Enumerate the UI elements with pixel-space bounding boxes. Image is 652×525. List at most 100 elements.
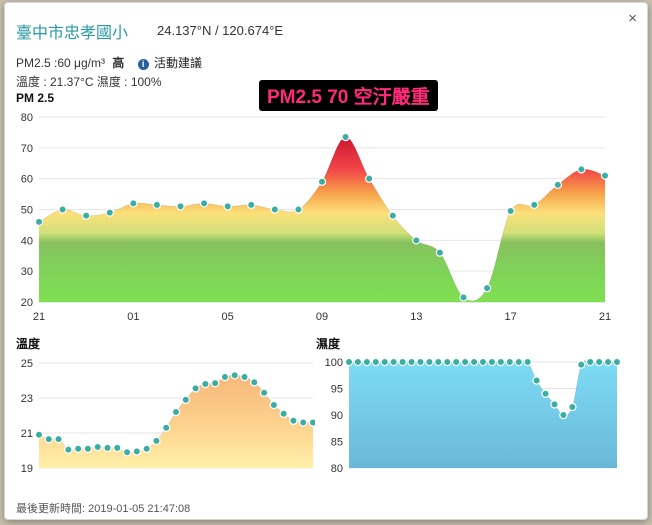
pm25-data-point <box>317 177 327 186</box>
pm25-x-tick-label: 09 <box>316 311 328 323</box>
pm25-chart: 20 30 40 50 60 70 80 21 01 05 09 13 17 21 <box>21 112 611 323</box>
humidity-data-point <box>425 357 434 367</box>
pm25-y-tick-label: 40 <box>21 235 33 247</box>
temperature-data-point <box>171 407 181 417</box>
humidity-data-point <box>532 376 541 385</box>
temperature-data-point <box>191 384 200 393</box>
pm25-data-point <box>223 202 232 211</box>
station-coordinates: 24.137°N / 120.674°E <box>157 23 284 38</box>
humidity-y-tick-label: 100 <box>325 357 343 369</box>
humidity-data-point <box>460 357 470 367</box>
humidity-data-point <box>353 357 363 367</box>
pm25-area <box>39 137 605 302</box>
temperature-data-point <box>54 434 63 444</box>
station-name: 臺中市忠孝國小 <box>16 25 129 42</box>
pm25-x-tick-label: 05 <box>222 311 234 323</box>
pm25-data-point <box>388 211 397 220</box>
humidity-data-point <box>416 357 425 367</box>
humidity-data-point <box>344 357 354 367</box>
temperature-y-tick-label: 23 <box>21 393 33 405</box>
humidity-y-tick-label: 80 <box>331 463 343 475</box>
temperature-data-point <box>73 444 83 453</box>
humidity-data-point <box>577 360 586 369</box>
info-icon[interactable]: i <box>137 59 149 70</box>
pm25-data-point <box>199 199 209 208</box>
humidity-data-point <box>380 357 389 367</box>
humidity-y-tick-label: 85 <box>331 437 343 449</box>
temperature-data-point <box>259 388 269 397</box>
pm25-x-tick-label: 01 <box>127 311 139 323</box>
temp-humidity-reading: 溫度 : 21.37°C 濕度 : 100% <box>16 75 162 89</box>
alert-banner: PM2.5 70 空汙嚴重 <box>259 80 438 111</box>
pm25-data-point <box>341 132 350 142</box>
temperature-data-point <box>122 448 132 457</box>
temperature-data-point <box>279 409 288 418</box>
temperature-data-point <box>83 444 93 453</box>
humidity-data-point <box>603 357 613 367</box>
temperature-data-point <box>308 418 315 427</box>
humidity-data-point <box>487 357 497 367</box>
pm25-data-point <box>247 200 256 210</box>
pm25-y-tick-label: 80 <box>21 112 33 124</box>
pm25-data-point <box>81 211 91 220</box>
temperature-data-point <box>181 395 190 404</box>
pm25-data-point <box>506 206 515 216</box>
humidity-y-tick-label: 95 <box>331 384 343 396</box>
humidity-data-point <box>398 357 407 367</box>
humidity-data-point <box>451 357 461 367</box>
pm25-data-point <box>482 283 492 293</box>
humidity-data-point <box>469 357 479 367</box>
humidity-data-point <box>550 400 559 409</box>
humidity-data-point <box>389 357 398 367</box>
pm25-y-tick-label: 50 <box>21 205 33 217</box>
pm25-x-tick-label: 21 <box>33 311 45 323</box>
pm25-data-point <box>294 205 303 214</box>
pm-chart-title: PM 2.5 <box>16 91 55 105</box>
pm25-x-tick-label: 21 <box>599 311 611 323</box>
temperature-data-point <box>250 378 259 387</box>
last-updated: 最後更新時間: 2019-01-05 21:47:08 <box>16 503 191 515</box>
humidity-data-point <box>568 402 577 412</box>
temperature-data-point <box>132 447 142 456</box>
pm25-y-tick-label: 20 <box>21 297 33 309</box>
pm25-data-point <box>530 200 539 210</box>
pm25-data-point <box>105 208 114 217</box>
temperature-data-point <box>113 443 122 453</box>
pm25-level-badge: 高 <box>112 56 125 70</box>
pm25-y-tick-label: 30 <box>21 266 33 278</box>
temperature-data-point <box>299 418 308 427</box>
humidity-data-point <box>478 357 488 367</box>
temperature-data-point <box>142 444 151 453</box>
humidity-data-point <box>559 410 568 420</box>
pm25-data-point <box>412 236 421 245</box>
pm25-data-point <box>58 205 67 214</box>
pm25-y-tick-label: 70 <box>21 143 33 155</box>
temperature-data-point <box>289 416 298 425</box>
humidity-data-point <box>586 357 595 367</box>
close-icon[interactable]: × <box>628 10 637 27</box>
pm25-data-point <box>459 293 468 302</box>
humidity-data-point <box>362 357 372 367</box>
temperature-data-point <box>201 379 210 389</box>
pm25-x-tick-label: 17 <box>505 311 517 323</box>
temperature-data-point <box>162 423 171 432</box>
humidity-data-point <box>371 357 381 367</box>
pm25-y-tick-label: 60 <box>21 174 33 186</box>
humidity-data-point <box>594 357 604 367</box>
pm25-data-point <box>270 205 280 214</box>
temperature-y-tick-label: 25 <box>21 358 33 370</box>
pm25-data-point <box>364 174 374 183</box>
temperature-data-point <box>34 430 44 439</box>
humidity-data-point <box>443 357 452 367</box>
pm25-data-point <box>34 217 44 227</box>
pm25-data-point <box>435 248 445 257</box>
pm25-data-point <box>176 202 185 211</box>
humidity-data-point <box>523 357 532 367</box>
humidity-chart: 80 85 90 95 100 <box>325 357 622 475</box>
activity-advice-link[interactable]: 活動建議 <box>154 56 203 70</box>
temperature-data-point <box>210 378 220 388</box>
humidity-y-tick-label: 90 <box>331 410 343 422</box>
humidity-data-point <box>407 357 416 367</box>
humidity-data-point <box>514 357 523 367</box>
temperature-y-tick-label: 21 <box>21 428 33 440</box>
